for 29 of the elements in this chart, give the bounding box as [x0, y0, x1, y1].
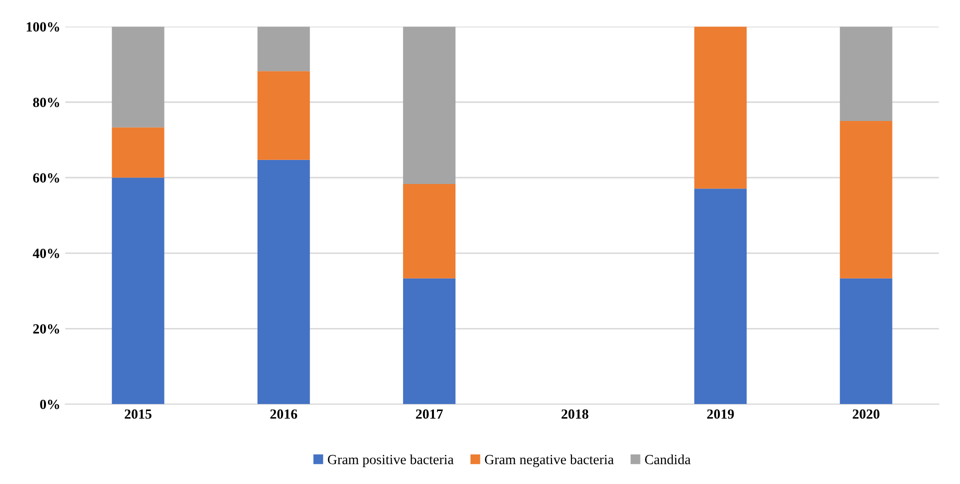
- bar: [112, 127, 164, 178]
- bar: [403, 184, 456, 278]
- y-tick-label: 60%: [33, 173, 60, 183]
- x-tick-label: 2018: [562, 409, 588, 419]
- y-tick-label: 100%: [26, 22, 60, 32]
- x-tick-label: 2020: [852, 409, 880, 419]
- bar: [403, 26, 456, 184]
- bar: [257, 160, 310, 404]
- legend-label: Candida: [645, 454, 691, 464]
- x-tick-label: 2015: [124, 409, 152, 419]
- y-tick-label: 80%: [33, 98, 60, 108]
- bar: [840, 121, 892, 278]
- bar: [257, 26, 310, 72]
- bar: [112, 26, 164, 128]
- bar: [112, 178, 164, 404]
- legend-label: Gram positive bacteria: [328, 454, 454, 468]
- bar: [840, 26, 892, 121]
- x-tick-label: 2019: [707, 409, 734, 419]
- bar: [694, 188, 747, 404]
- bar: [403, 278, 456, 404]
- legend-label: Gram negative bacteria: [484, 454, 614, 468]
- y-tick-label: 40%: [32, 248, 60, 258]
- bar: [694, 26, 747, 189]
- x-tick-label: 2016: [270, 409, 298, 419]
- bar: [257, 71, 310, 160]
- y-tick-label: 20%: [33, 324, 60, 334]
- bar: [840, 278, 892, 404]
- x-tick-label: 2017: [416, 409, 443, 419]
- y-tick-label: 0%: [40, 400, 60, 410]
